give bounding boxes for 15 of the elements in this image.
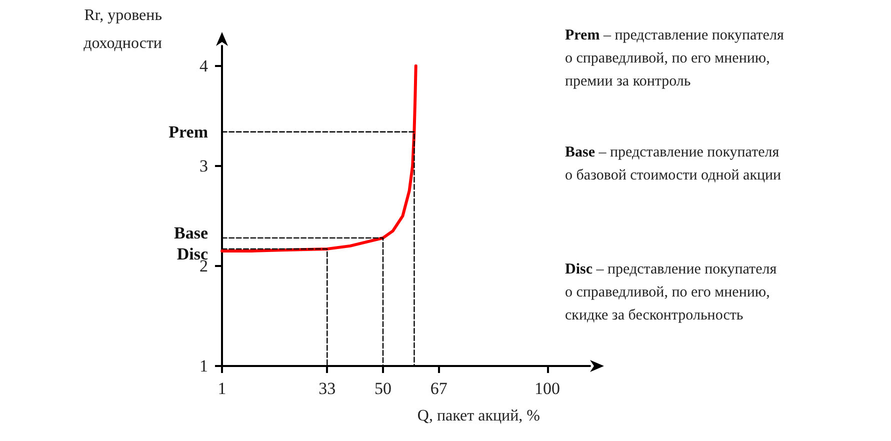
x-tick-label: 100 xyxy=(534,379,560,398)
x-tick-label: 67 xyxy=(430,379,448,398)
y-tick-label: Base xyxy=(174,223,208,242)
x-tick-label: 50 xyxy=(374,379,392,398)
y-tick-label: 1 xyxy=(200,356,208,376)
y-axis-title: Rr, уровень доходности xyxy=(84,6,162,52)
x-axis-title: Q, пакет акций, % xyxy=(417,408,540,424)
y-tick-label: 3 xyxy=(200,156,208,176)
y-tick-label: 4 xyxy=(200,56,208,76)
x-tick-label: 33 xyxy=(318,379,336,398)
annotation: Base – представление покупателя о базовой стоимости одной акции xyxy=(565,144,782,184)
annotation: Disc – представление покупателя о справедливой, по его мнению, скидке за бесконтрольность xyxy=(565,262,777,324)
annotation: Prem – представление покупателя о справедливой, по его мнению, премии за контроль xyxy=(565,28,784,90)
x-tick-label: 1 xyxy=(218,379,226,398)
y-tick-label: Prem xyxy=(168,122,208,142)
